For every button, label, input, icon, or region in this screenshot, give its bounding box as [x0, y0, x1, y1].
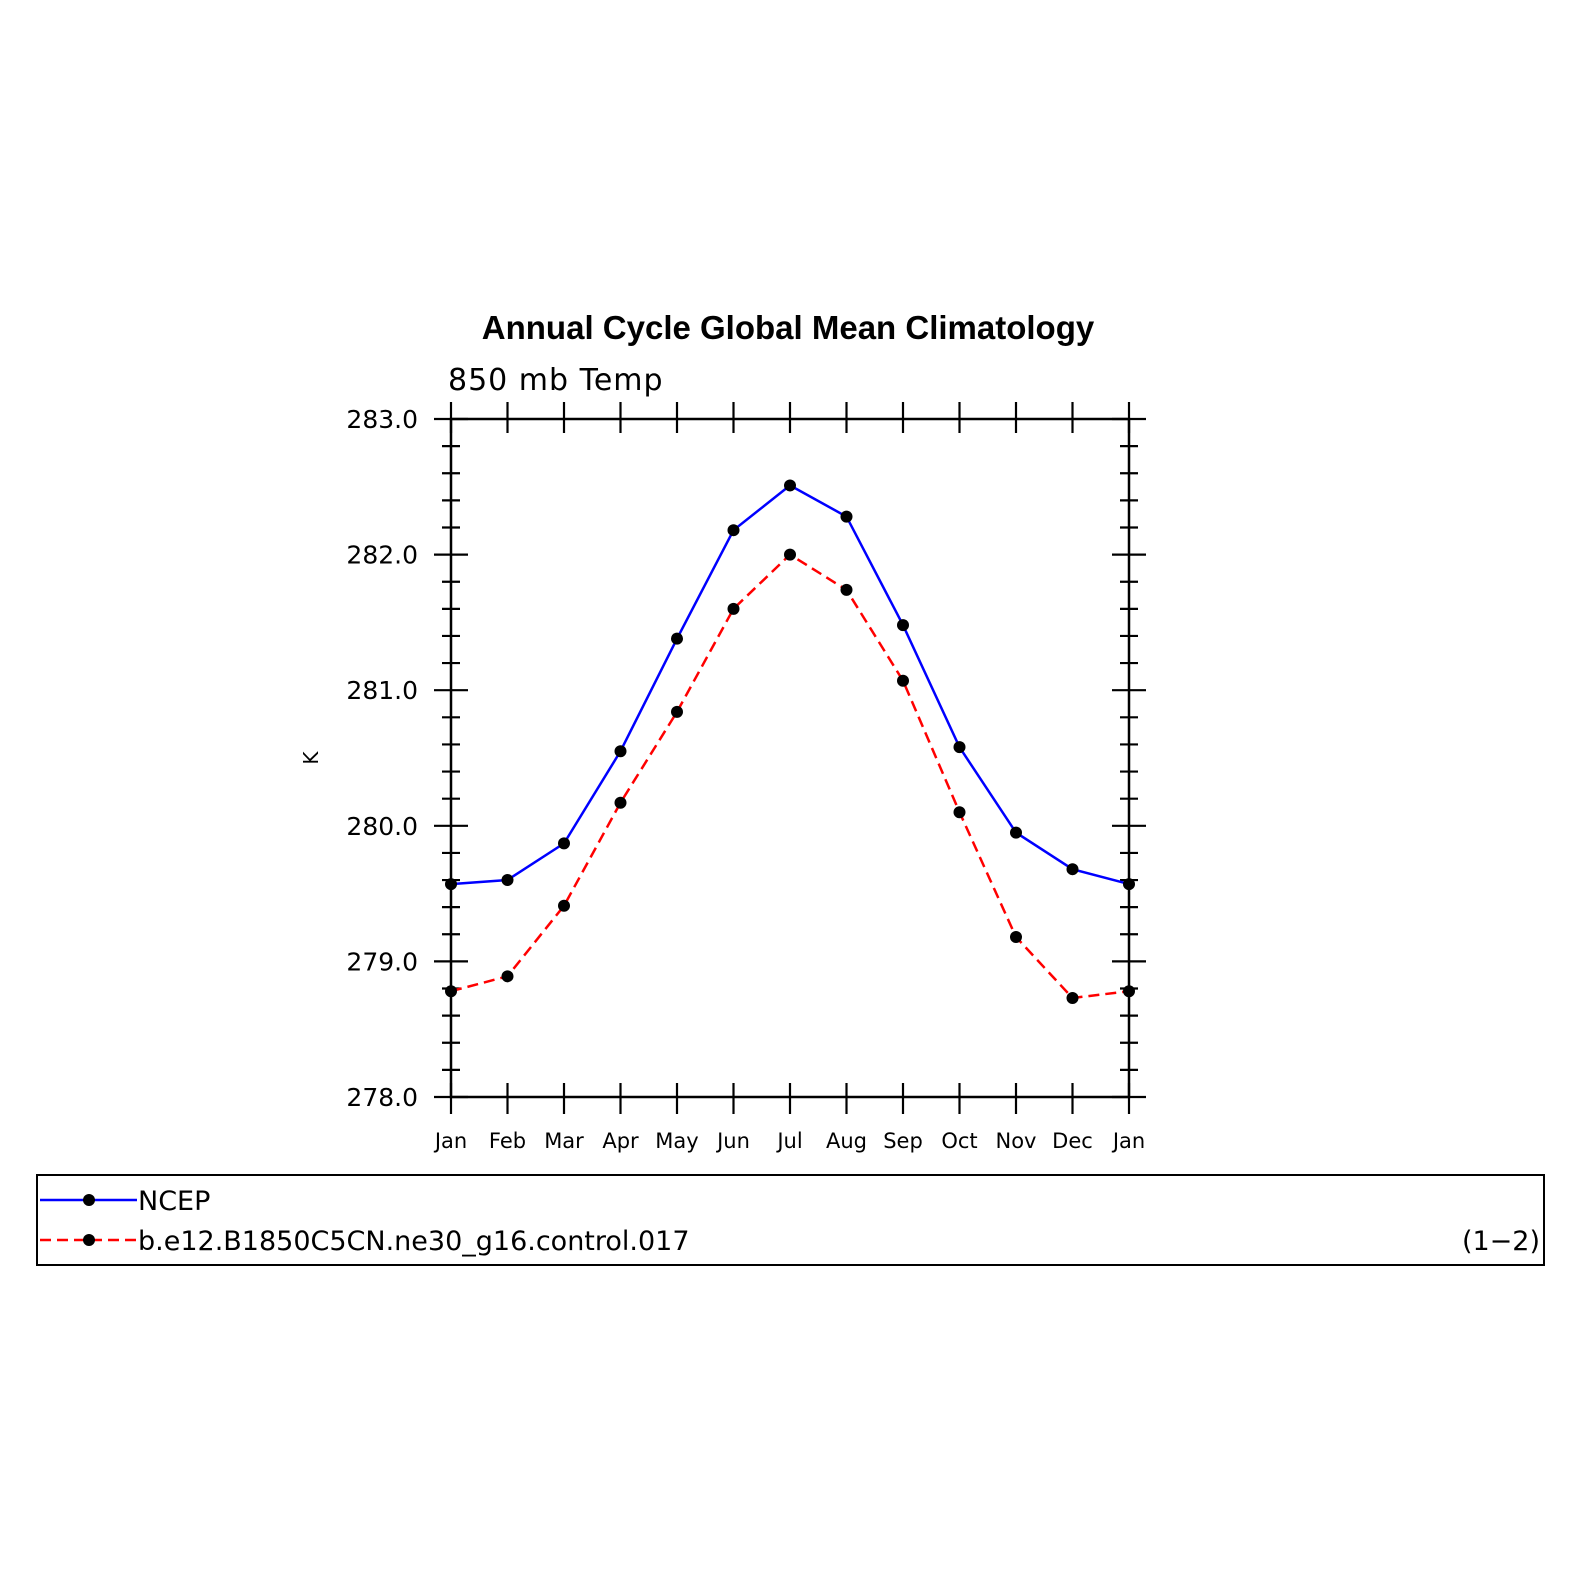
x-tick-label: Dec [1052, 1129, 1093, 1153]
data-point [1066, 863, 1079, 876]
series-line [450, 553, 1130, 1000]
data-point [614, 745, 627, 758]
chart-title: Annual Cycle Global Mean Climatology [482, 309, 1095, 346]
legend-label: NCEP [138, 1186, 210, 1217]
data-point [784, 548, 796, 561]
legend: NCEP b.e12.B1850C5CN.ne30_g16.control.017 [40, 1186, 690, 1257]
data-point [445, 985, 457, 998]
x-tick-label: Jan [433, 1129, 467, 1153]
x-tick-labels: Jan Feb Mar Apr May Jun Jul Aug Sep Oct Nov Dec Jan [433, 1129, 1145, 1153]
data-point [1010, 930, 1022, 943]
series-lines [450, 483, 1130, 1000]
y-tick-label: 281.0 [346, 676, 418, 705]
legend-box [36, 1174, 1545, 1266]
series-line [450, 483, 1130, 886]
x-tick-label: Jun [715, 1129, 750, 1153]
x-tick-label: Mar [544, 1129, 584, 1153]
x-tick-label: Feb [489, 1129, 526, 1153]
legend-marker [83, 1194, 95, 1206]
x-tick-label: Jul [775, 1129, 802, 1153]
x-tick-label: May [655, 1129, 698, 1153]
data-point [501, 874, 514, 887]
y-tick-label: 280.0 [346, 812, 418, 841]
plot-frame [449, 417, 1131, 1099]
chart-subtitle: 850 mb Temp [448, 363, 664, 398]
data-point [953, 741, 966, 754]
x-tick-label: Aug [826, 1129, 867, 1153]
data-point [727, 524, 740, 537]
legend-note: (1−2) [1462, 1226, 1540, 1257]
data-point [445, 878, 457, 891]
legend-marker [83, 1234, 95, 1246]
data-point [784, 479, 796, 492]
y-tick-label: 278.0 [346, 1083, 418, 1112]
data-point [953, 806, 966, 819]
y-tick-label: 279.0 [346, 947, 418, 976]
data-point [897, 674, 909, 687]
data-point [671, 705, 683, 718]
data-point [558, 899, 570, 912]
data-point [840, 510, 853, 523]
data-point [501, 970, 514, 983]
data-point [558, 837, 570, 850]
y-axis-label: K [299, 751, 323, 765]
y-tick-labels: 278.0 279.0 280.0 281.0 282.0 283.0 [346, 405, 418, 1112]
y-tick-label: 282.0 [346, 541, 418, 570]
axis-ticks [434, 402, 1146, 1114]
data-point [614, 796, 627, 809]
y-tick-label: 283.0 [346, 405, 418, 434]
data-point [727, 602, 740, 615]
data-point [1066, 992, 1079, 1005]
x-tick-label: Nov [996, 1129, 1037, 1153]
x-tick-label: Oct [941, 1129, 977, 1153]
data-point [1010, 826, 1022, 839]
x-tick-label: Apr [602, 1129, 639, 1153]
data-point [1123, 878, 1135, 891]
series-markers [445, 479, 1135, 1005]
x-tick-label: Jan [1111, 1129, 1145, 1153]
data-point [840, 583, 853, 596]
legend-label: b.e12.B1850C5CN.ne30_g16.control.017 [138, 1226, 690, 1257]
data-point [671, 632, 683, 645]
x-tick-label: Sep [883, 1129, 923, 1153]
data-point [1123, 985, 1135, 998]
data-point [897, 619, 909, 632]
